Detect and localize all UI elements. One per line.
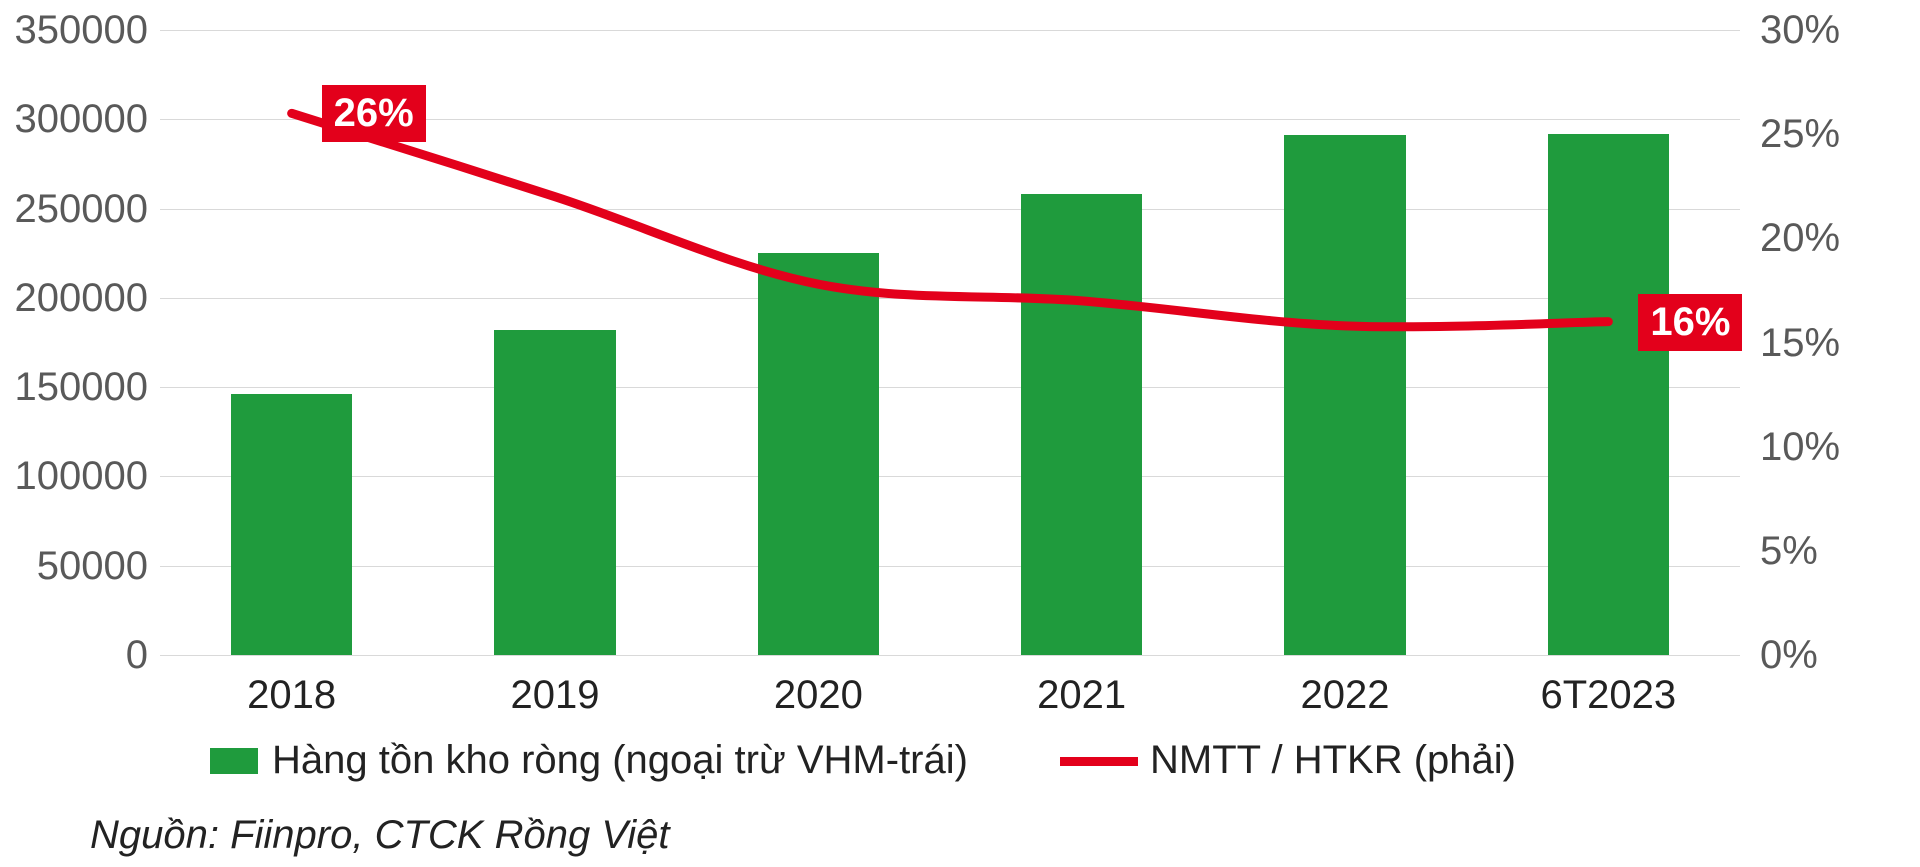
bar-2018 [231, 394, 352, 655]
x-tick-4: 2022 [1225, 675, 1465, 715]
gridline [160, 30, 1740, 31]
x-tick-0: 2018 [172, 675, 412, 715]
legend-swatch-line-icon [1060, 757, 1138, 766]
bar-2021 [1021, 194, 1142, 655]
y-right-tick-3: 15% [1760, 323, 1840, 363]
gridline [160, 476, 1740, 477]
y-right-tick-0: 0% [1760, 635, 1818, 675]
y-left-tick-1: 50000 [37, 546, 148, 586]
y-right-tick-6: 30% [1760, 10, 1840, 50]
x-tick-2: 2020 [698, 675, 938, 715]
y-left-tick-5: 250000 [15, 189, 148, 229]
data-label-first: 26% [322, 85, 426, 142]
x-tick-5: 6T2023 [1488, 675, 1728, 715]
y-left-tick-7: 350000 [15, 10, 148, 50]
y-left-tick-4: 200000 [15, 278, 148, 318]
y-right-tick-4: 20% [1760, 218, 1840, 258]
x-tick-3: 2021 [962, 675, 1202, 715]
bar-2022 [1284, 135, 1405, 655]
bar-6t2023 [1548, 134, 1669, 655]
y-right-tick-2: 10% [1760, 427, 1840, 467]
legend-bar-label: Hàng tồn kho ròng (ngoại trừ VHM-trái) [272, 740, 968, 780]
legend-line-label: NMTT / HTKR (phải) [1150, 740, 1516, 780]
data-label-last: 16% [1638, 294, 1742, 351]
x-tick-1: 2019 [435, 675, 675, 715]
bar-2019 [494, 330, 615, 655]
y-left-tick-6: 300000 [15, 99, 148, 139]
gridline [160, 209, 1740, 210]
gridline [160, 298, 1740, 299]
gridline [160, 387, 1740, 388]
combo-chart: 0 50000 100000 150000 200000 250000 3000… [0, 0, 1920, 867]
bar-2020 [758, 253, 879, 655]
gridline [160, 566, 1740, 567]
y-left-tick-2: 100000 [15, 456, 148, 496]
legend-swatch-bar-icon [210, 748, 258, 774]
gridline [160, 655, 1740, 656]
y-right-tick-1: 5% [1760, 531, 1818, 571]
source-text: Nguồn: Fiinpro, CTCK Rồng Việt [90, 815, 670, 855]
y-right-tick-5: 25% [1760, 114, 1840, 154]
y-left-tick-0: 0 [126, 635, 148, 675]
y-left-tick-3: 150000 [15, 367, 148, 407]
